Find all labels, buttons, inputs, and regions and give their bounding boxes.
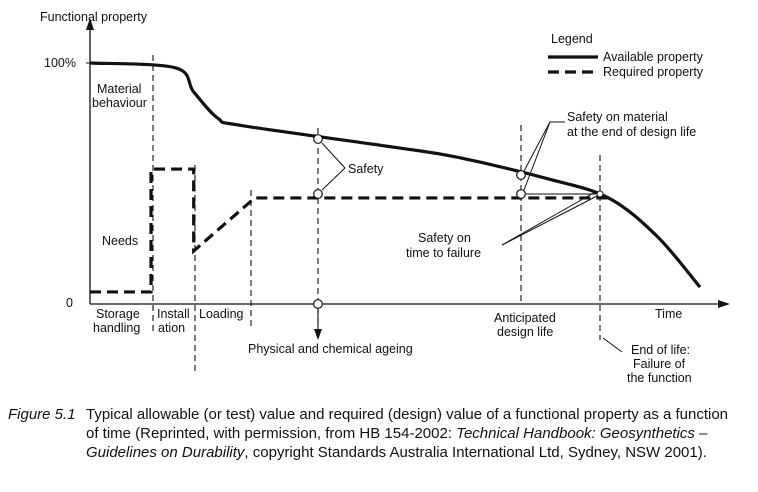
safety-failure-leader-2 (501, 190, 598, 246)
ageing-label: Physical and chemical ageing (248, 342, 413, 356)
tick-label-100: 100% (44, 56, 76, 70)
installation-line-2: ation (158, 321, 185, 335)
material-behaviour-line-1: Material (97, 82, 141, 96)
caption-text-a: Typical allowable (or test) value and re… (86, 406, 729, 442)
failure-point-marker (596, 190, 604, 198)
series-line-available-property (89, 61, 702, 289)
figure-caption: Figure 5.1 Typical allowable (or test) va… (8, 405, 750, 462)
tick-label-0: 0 (66, 296, 73, 310)
safety-marker-available (313, 134, 323, 144)
y-axis-label: Functional property (40, 10, 148, 24)
safety-label: Safety (348, 162, 384, 176)
design-life-marker-required (516, 189, 526, 199)
caption-label: Figure 5.1 (8, 406, 76, 423)
ageing-arrow-head (314, 329, 322, 340)
end-of-life-line-2: Failure of (633, 357, 686, 371)
legend-label-required: Required property (603, 65, 704, 79)
safety-marker-required (313, 189, 323, 199)
end-of-life-line-3: the function (627, 371, 692, 385)
caption-text-b: , copyright Standards Australia Internat… (244, 444, 707, 461)
end-of-life-line-1: End of life: (631, 343, 690, 357)
safety-material-line-2: at the end of design life (567, 125, 696, 139)
needs-label: Needs (102, 234, 138, 248)
y-axis-arrow (86, 18, 94, 30)
safety-material-leader-2 (523, 121, 551, 191)
caption-body: Typical allowable (or test) value and re… (86, 405, 741, 462)
installation-line-1: Install (157, 307, 190, 321)
caption-title: Technical Handbook: Geosynthetics – Guid… (86, 425, 708, 461)
ageing-axis-marker (313, 299, 323, 309)
storage-line-1: Storage (96, 307, 140, 321)
safety-leader-2 (321, 167, 346, 191)
legend-title: Legend (551, 32, 593, 46)
design-life-marker-available (516, 170, 526, 180)
legend-label-available: Available property (603, 50, 704, 64)
chart: Functional property 100% 0 Time Safety S… (40, 10, 730, 385)
series-line-required-property (90, 167, 609, 294)
anticipated-line-2: design life (497, 325, 553, 339)
safety-material-leader-1 (523, 121, 551, 172)
safety-failure-line-2: time to failure (406, 246, 481, 260)
end-of-life-leader (602, 337, 623, 353)
safety-leader-1 (321, 142, 346, 169)
safety-material-line-1: Safety on material (567, 110, 668, 124)
material-behaviour-line-2: behaviour (92, 96, 147, 110)
x-axis-arrow (718, 300, 730, 308)
loading-label: Loading (199, 307, 244, 321)
safety-failure-leader-1 (501, 195, 598, 246)
x-axis-label: Time (655, 307, 682, 321)
safety-failure-line-1: Safety on (418, 231, 471, 245)
storage-line-2: handling (93, 321, 140, 335)
anticipated-line-1: Anticipated (494, 311, 556, 325)
